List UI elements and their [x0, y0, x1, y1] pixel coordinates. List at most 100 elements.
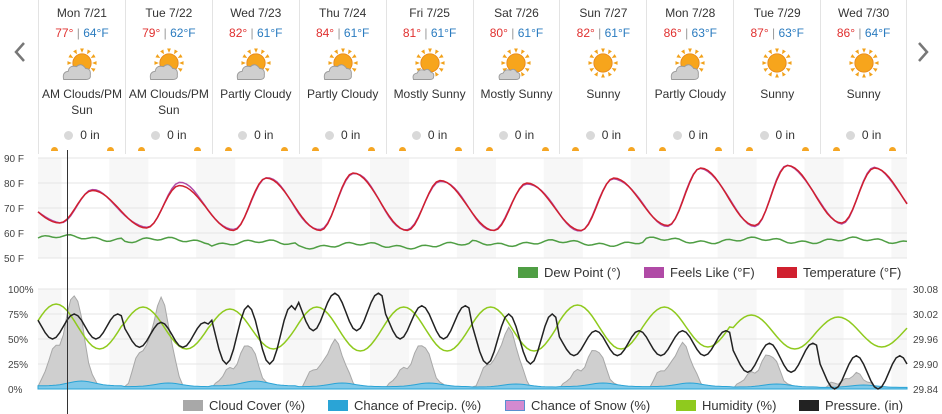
- conditions-chart: 100% 75% 50% 25% 0% 30.08 30.02 29.96 29.90 29.84: [8, 285, 938, 396]
- raindrop-icon: [151, 131, 161, 140]
- precip-amount: 0 in: [213, 128, 299, 142]
- raindrop-icon: [64, 131, 74, 140]
- day-column[interactable]: Tue 7/22 79° | 62°F AM Clouds/PM Sun 0 in: [124, 0, 212, 154]
- sunrise-icon: [485, 147, 493, 151]
- day-temps: 86° | 64°F: [836, 26, 891, 40]
- day-name: Sat 7/26: [494, 6, 539, 20]
- raindrop-icon: [585, 131, 595, 140]
- low-temp: 61°F: [604, 26, 631, 40]
- day-name: Fri 7/25: [409, 6, 450, 20]
- precip-amount: 0 in: [300, 128, 386, 142]
- day-column[interactable]: Mon 7/28 86° | 63°F Partly Cloudy 0 in: [646, 0, 734, 154]
- low-temp: 64°F: [83, 26, 109, 40]
- precip-amount: 0 in: [560, 128, 646, 142]
- prev-page-button[interactable]: [8, 40, 32, 70]
- day-column[interactable]: Wed 7/30 86° | 64°F Sunny 0 in: [820, 0, 908, 154]
- legend-precip-chance[interactable]: Chance of Precip. (%): [328, 398, 481, 413]
- day-name: Wed 7/30: [838, 6, 890, 20]
- precip-amount: 0 in: [821, 128, 906, 142]
- y-tick-label: 50 F: [4, 254, 24, 265]
- precip-amount: 0 in: [126, 128, 212, 142]
- partly-cloudy-icon: [323, 48, 358, 80]
- legend-pressure[interactable]: Pressure. (in): [799, 398, 903, 413]
- day-temps: 86° | 63°F: [663, 26, 718, 40]
- y-tick-label: 90 F: [4, 154, 24, 165]
- raindrop-icon: [672, 131, 682, 140]
- sunset-icon: [715, 147, 723, 151]
- partly-sunny-icon: [149, 48, 184, 80]
- temperature-line: [37, 164, 908, 232]
- mostly-sunny-icon: [412, 48, 445, 80]
- low-temp: 64°F: [864, 26, 891, 40]
- high-temp: 82°: [576, 26, 595, 40]
- chevron-left-icon: [14, 42, 25, 62]
- y-tick-label-right: 29.84: [913, 385, 938, 396]
- humidity-swatch: [676, 400, 696, 411]
- low-temp: 61°F: [343, 26, 370, 40]
- sunset-icon: [367, 147, 375, 151]
- high-temp: 87°: [750, 26, 769, 40]
- y-tick-label-right: 29.90: [913, 360, 938, 371]
- precip-amount: 0 in: [734, 128, 820, 142]
- legend-humidity[interactable]: Humidity (%): [676, 398, 776, 413]
- low-temp: 61°F: [517, 26, 544, 40]
- high-temp: 77°: [55, 26, 74, 40]
- precip-amount: 0 in: [39, 128, 125, 142]
- next-page-button[interactable]: [911, 40, 935, 70]
- day-temps: 77° | 64°F: [55, 26, 109, 40]
- high-temp: 86°: [836, 26, 856, 40]
- condition-text: Partly Cloudy: [220, 87, 292, 101]
- legend-temperature[interactable]: Temperature (°F): [777, 265, 901, 280]
- day-column[interactable]: Wed 7/23 82° | 61°F Partly Cloudy 0 in: [211, 0, 299, 154]
- legend-feels-like[interactable]: Feels Like (°F): [644, 265, 755, 280]
- day-column[interactable]: Thu 7/24 84° | 61°F Partly Cloudy 0 in: [298, 0, 386, 154]
- low-temp: 61°F: [257, 26, 283, 40]
- daily-forecast-strip: Mon 7/21 77° | 64°F AM Clouds/PM Sun 0 in Tu…: [38, 0, 908, 154]
- high-temp: 86°: [663, 26, 682, 40]
- pressure-line: [37, 292, 908, 390]
- raindrop-icon: [411, 131, 421, 140]
- temperature-swatch: [777, 267, 797, 278]
- condition-text: Sunny: [586, 87, 621, 101]
- sunrise-icon: [224, 147, 232, 151]
- cloud-cover-swatch: [183, 400, 203, 411]
- condition-text: Sunny: [846, 87, 881, 101]
- day-column[interactable]: Sun 7/27 82° | 61°F Sunny 0 in: [559, 0, 647, 154]
- sunrise-icon: [659, 147, 667, 151]
- partly-cloudy-icon: [671, 48, 705, 80]
- precip-amount: 0 in: [647, 128, 733, 142]
- sunrise-icon: [51, 147, 58, 151]
- raindrop-icon: [238, 131, 248, 140]
- day-column[interactable]: Tue 7/29 87° | 63°F Sunny 0 in: [733, 0, 821, 154]
- temperature-chart: 90 F 80 F 70 F 60 F 50 F: [4, 154, 908, 265]
- day-column[interactable]: Mon 7/21 77° | 64°F AM Clouds/PM Sun 0 in: [38, 0, 125, 154]
- high-temp: 80°: [489, 26, 508, 40]
- feels-like-swatch: [644, 267, 664, 278]
- sunset-icon: [280, 147, 288, 151]
- sunset-icon: [628, 147, 636, 151]
- day-column[interactable]: Sat 7/26 80° | 61°F Mostly Sunny 0 in: [472, 0, 560, 154]
- day-column[interactable]: Fri 7/25 81° | 61°F Mostly Sunny 0 in: [385, 0, 473, 154]
- high-temp: 84°: [315, 26, 335, 40]
- day-name: Thu 7/24: [318, 6, 367, 20]
- partly-sunny-icon: [62, 48, 97, 80]
- low-temp: 61°F: [430, 26, 457, 40]
- sunset-icon: [541, 147, 549, 151]
- low-temp: 63°F: [691, 26, 718, 40]
- high-temp: 79°: [142, 26, 161, 40]
- day-temps: 82° | 61°F: [576, 26, 631, 40]
- chevron-right-icon: [918, 42, 929, 62]
- y-tick-label-left: 25%: [8, 360, 28, 371]
- legend-cloud-cover[interactable]: Cloud Cover (%): [183, 398, 305, 413]
- dew-point-line: [37, 234, 908, 250]
- sunset-icon: [889, 147, 897, 151]
- legend-dew-point[interactable]: Dew Point (°): [518, 265, 621, 280]
- dew-point-swatch: [518, 267, 538, 278]
- y-tick-label-right: 30.02: [913, 310, 938, 321]
- condition-text: AM Clouds/PM Sun: [128, 87, 209, 117]
- y-tick-label-left: 50%: [8, 335, 28, 346]
- day-temps: 82° | 61°F: [229, 26, 283, 40]
- legend-snow-chance[interactable]: Chance of Snow (%): [505, 398, 650, 413]
- sunset-icon: [802, 147, 810, 151]
- precip-chance-swatch: [328, 400, 348, 411]
